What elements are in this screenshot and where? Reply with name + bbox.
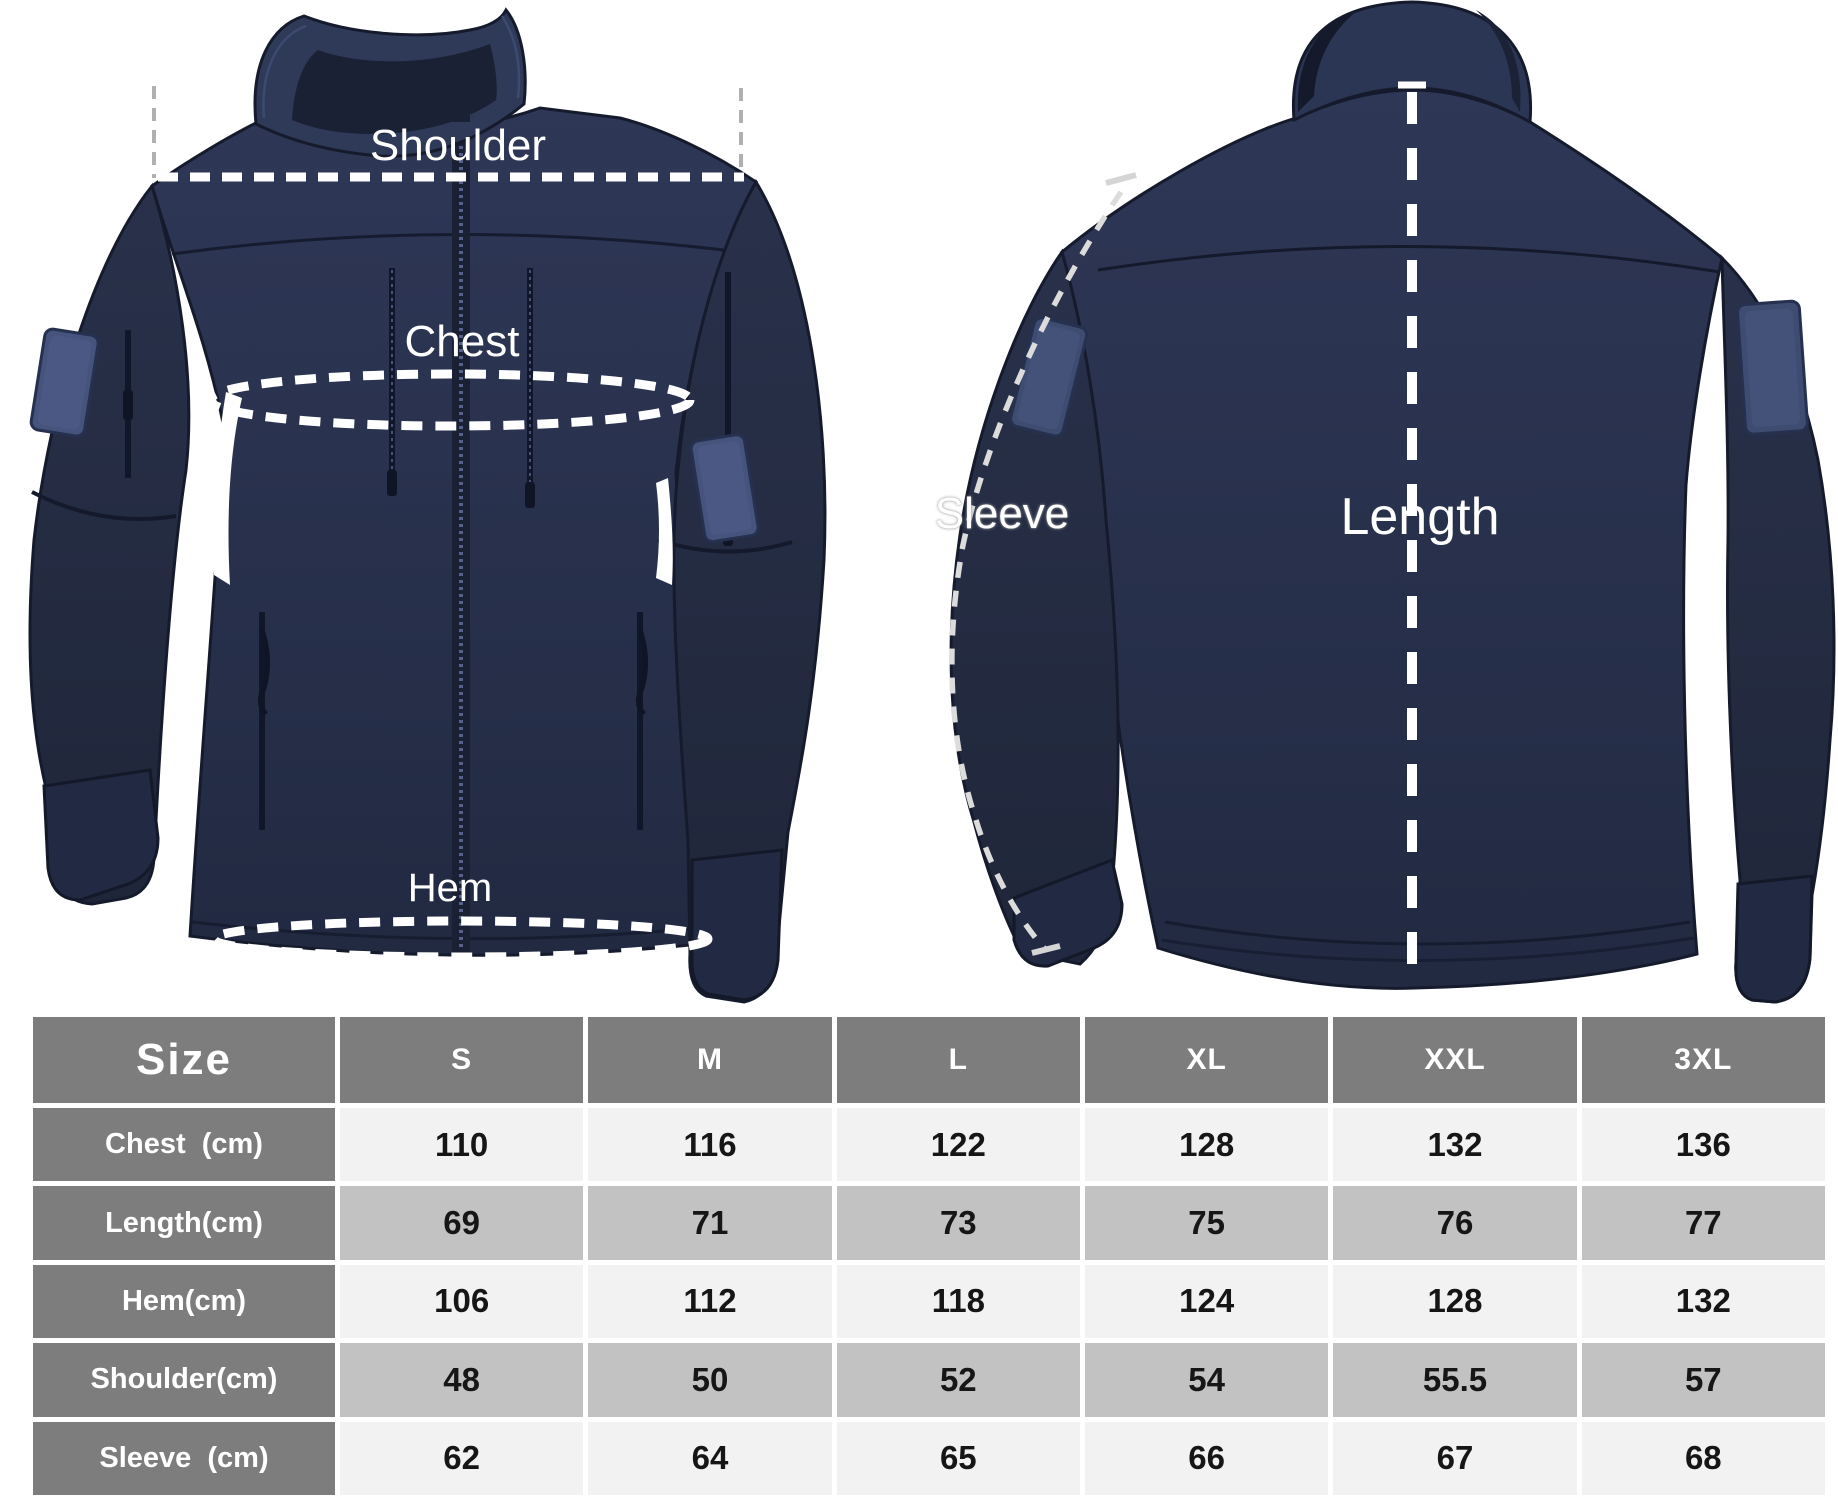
table-header-xxl: XXL: [1333, 1017, 1577, 1103]
back-measures: Sleeve Length: [935, 81, 1500, 985]
table-cell: 57: [1581, 1343, 1825, 1417]
table-cell: 124: [1084, 1264, 1329, 1339]
table-cell: 132: [1581, 1264, 1825, 1339]
front-lower-zippers: [259, 612, 643, 830]
lower-zip-pull-right: [636, 629, 648, 716]
table-cell: 112: [588, 1264, 832, 1339]
table-cell: 128: [1333, 1264, 1577, 1339]
table-cell: 50: [588, 1343, 832, 1417]
front-left-cuff: [42, 768, 160, 902]
front-chest-zipper-teeth: [391, 270, 531, 482]
table-header-l: L: [836, 1017, 1080, 1103]
back-hem-seam-lower: [1161, 936, 1695, 962]
table-cell: 76: [1333, 1186, 1577, 1260]
back-yoke-seam: [1097, 245, 1721, 274]
table-cell: 118: [836, 1264, 1080, 1339]
table-cell: 71: [588, 1186, 832, 1260]
table-cell: 68: [1581, 1421, 1825, 1495]
table-cell: 52: [836, 1343, 1080, 1417]
sleeve-measure-bottom-tick: [1031, 943, 1061, 956]
table-cell: 48: [340, 1343, 584, 1417]
back-hem-seam-upper: [1164, 920, 1691, 946]
front-center-zipper: [452, 58, 470, 954]
jacket-illustrations: Shoulder Chest Hem Sleeve Length: [28, 0, 1836, 1004]
table-cell: 132: [1333, 1108, 1577, 1182]
chest-zip-pull-left: [387, 470, 397, 496]
table-cell: 55.5: [1333, 1343, 1577, 1417]
front-right-arm-patch: [689, 433, 760, 544]
back-left-cuff: [1012, 857, 1124, 968]
table-cell: 62: [340, 1421, 584, 1495]
table-cell: 66: [1084, 1421, 1329, 1495]
front-measures: Shoulder Chest Hem: [152, 86, 744, 962]
shoulder-label: Shoulder: [370, 121, 546, 170]
table-header-xl: XL: [1084, 1017, 1329, 1103]
table-cell: 106: [340, 1264, 584, 1339]
sleeve-measure-curve: [949, 190, 1124, 952]
sleeve-pocket-seam-right: [657, 538, 793, 554]
length-label: Length: [1340, 488, 1499, 546]
sleeve-zip-pull-left: [123, 390, 133, 420]
table-cell: 122: [836, 1108, 1080, 1182]
table-header-m: M: [588, 1017, 832, 1103]
table-cell: 116: [588, 1108, 832, 1182]
table-header-size: Size: [33, 1017, 335, 1103]
front-jacket-photo: [28, 7, 827, 1004]
back-jacket-photo: [949, 0, 1836, 1004]
front-right-cuff: [690, 848, 784, 1002]
hem-label: Hem: [408, 866, 492, 910]
chest-measure-ellipse: [205, 369, 695, 431]
back-collar: [1291, 0, 1533, 125]
row-label-chest: Chest (cm): [33, 1108, 335, 1182]
row-label-shoulder: Shoulder(cm): [33, 1343, 335, 1417]
sleeve-label: Sleeve: [935, 489, 1070, 538]
back-right-arm-patch: [1736, 299, 1809, 436]
table-cell: 67: [1333, 1421, 1577, 1495]
table-cell: 75: [1084, 1186, 1329, 1260]
table-cell: 110: [340, 1108, 584, 1182]
row-label-length: Length(cm): [33, 1186, 335, 1260]
table-cell: 128: [1084, 1108, 1329, 1182]
table-cell: 136: [1581, 1108, 1825, 1182]
row-label-hem: Hem(cm): [33, 1264, 335, 1339]
table-cell: 73: [836, 1186, 1080, 1260]
front-collar: [253, 7, 527, 158]
chest-label: Chest: [405, 317, 520, 366]
table-cell: 54: [1084, 1343, 1329, 1417]
table-cell: 69: [340, 1186, 584, 1260]
table-cell: 64: [588, 1421, 832, 1495]
chest-zip-pull-right: [525, 482, 535, 508]
size-table: Size S M L XL XXL 3XL Chest (cm) 110 116…: [33, 1017, 1825, 1495]
hem-measure-ellipse: [209, 916, 713, 962]
table-cell: 65: [836, 1421, 1080, 1495]
table-cell: 77: [1581, 1186, 1825, 1260]
sleeve-measure-top-tick: [1105, 172, 1137, 186]
row-label-sleeve: Sleeve (cm): [33, 1421, 335, 1495]
table-header-s: S: [340, 1017, 584, 1103]
back-right-cuff: [1734, 874, 1814, 1004]
front-right-sleeve: [672, 179, 827, 1004]
front-left-arm-patch: [29, 327, 100, 438]
front-underarm-gap-left: [213, 392, 242, 585]
lower-zip-pull-left: [258, 629, 270, 716]
table-header-3xl: 3XL: [1581, 1017, 1825, 1103]
front-underarm-gap-right: [656, 478, 673, 585]
sleeve-pocket-seam-left: [31, 490, 177, 521]
